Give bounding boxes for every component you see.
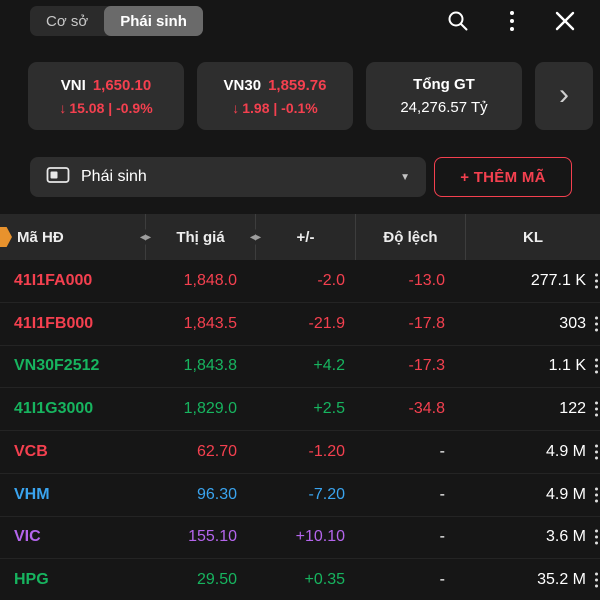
- table-row-41I1G3000[interactable]: 41I1G3000 1,829.0 +2.5 -34.8 122: [0, 388, 600, 431]
- deviation-cell: -: [439, 485, 445, 503]
- down-arrow-icon: ↓: [232, 99, 240, 116]
- price-cell: 62.70: [196, 442, 237, 460]
- row-menu-dots-icon[interactable]: [595, 529, 598, 545]
- topbar-actions: [446, 9, 580, 33]
- more-options-icon[interactable]: [510, 11, 514, 31]
- column-header-price[interactable]: Thị giá: [145, 214, 255, 260]
- dropdown-caret-icon: ▼: [400, 171, 410, 183]
- row-menu-dots-icon[interactable]: [595, 572, 598, 588]
- volume-cell: 303: [559, 314, 586, 332]
- index-card-vni[interactable]: VNI 1,650.10 ↓ 15.08 | -0.9%: [28, 62, 184, 130]
- column-header-symbol[interactable]: Mã HĐ: [0, 214, 145, 260]
- down-arrow-icon: ↓: [59, 99, 67, 116]
- price-cell: 155.10: [188, 528, 237, 546]
- symbol-cell: 41I1FA000: [14, 271, 93, 289]
- price-cell: 1,843.5: [183, 314, 237, 332]
- table-row-41I1FB000[interactable]: 41I1FB000 1,843.5 -21.9 -17.8 303: [0, 303, 600, 346]
- volume-cell: 3.6 M: [545, 528, 586, 546]
- symbol-cell: VHM: [14, 485, 50, 503]
- volume-cell: 4.9 M: [545, 485, 586, 503]
- volume-cell: 122: [559, 400, 586, 418]
- watchlist-toolbar: Phái sinh ▼ + THÊM MÃ: [0, 157, 600, 197]
- row-menu-dots-icon[interactable]: [595, 401, 598, 417]
- price-cell: 1,829.0: [183, 400, 237, 418]
- deviation-cell: -: [439, 528, 445, 546]
- bookmark-icon: [0, 227, 12, 247]
- watchlist-icon: [46, 165, 70, 190]
- close-icon[interactable]: [554, 10, 576, 32]
- symbol-cell: VCB: [14, 442, 48, 460]
- tab-co-so[interactable]: Cơ sở: [30, 6, 104, 36]
- symbol-cell: VIC: [14, 528, 41, 546]
- index-card-vn30[interactable]: VN30 1,859.76 ↓ 1.98 | -0.1%: [197, 62, 353, 130]
- column-resize-icon[interactable]: ◀▶: [248, 229, 261, 245]
- deviation-cell: -13.0: [408, 271, 445, 289]
- symbol-cell: 41I1FB000: [14, 314, 94, 332]
- column-header-change[interactable]: +/-: [255, 214, 355, 260]
- row-menu-dots-icon[interactable]: [595, 358, 598, 374]
- volume-cell: 4.9 M: [545, 442, 586, 460]
- price-cell: 29.50: [196, 571, 237, 589]
- add-symbol-button[interactable]: + THÊM MÃ: [434, 157, 572, 197]
- volume-cell: 1.1 K: [548, 357, 586, 375]
- deviation-cell: -17.8: [408, 314, 445, 332]
- index-value: 1,859.76: [268, 76, 327, 94]
- change-cell: +10.10: [295, 528, 345, 546]
- chevron-right-icon[interactable]: ›: [535, 62, 593, 130]
- price-cell: 96.30: [196, 485, 237, 503]
- quote-table: Mã HĐ Thị giá +/- Độ lệch KL ◀▶ ◀▶ 41I1F…: [0, 214, 600, 600]
- search-icon[interactable]: [446, 9, 470, 33]
- volume-cell: 277.1 K: [530, 271, 586, 289]
- change-cell: -21.9: [308, 314, 345, 332]
- table-row-VCB[interactable]: VCB 62.70 -1.20 - 4.9 M: [0, 431, 600, 474]
- row-menu-dots-icon[interactable]: [595, 273, 598, 289]
- market-tabs: Cơ sở Phái sinh: [30, 6, 203, 36]
- row-menu-dots-icon[interactable]: [595, 444, 598, 460]
- total-value: 24,276.57 Tỷ: [400, 99, 488, 116]
- table-header: Mã HĐ Thị giá +/- Độ lệch KL ◀▶ ◀▶: [0, 214, 600, 260]
- watchlist-selector[interactable]: Phái sinh ▼: [30, 157, 426, 197]
- change-cell: +2.5: [313, 400, 345, 418]
- row-menu-dots-icon[interactable]: [595, 316, 598, 332]
- index-name: VNI: [60, 76, 86, 94]
- column-header-deviation[interactable]: Độ lệch: [355, 214, 465, 260]
- symbol-cell: 41I1G3000: [14, 400, 94, 418]
- symbol-cell: VN30F2512: [14, 357, 100, 375]
- column-resize-icon[interactable]: ◀▶: [138, 229, 151, 245]
- change-cell: -1.20: [308, 442, 345, 460]
- watchlist-label: Phái sinh: [81, 168, 147, 185]
- index-value: 1,650.10: [92, 76, 152, 94]
- change-cell: -2.0: [317, 271, 345, 289]
- index-name: VN30: [223, 76, 262, 94]
- table-row-HPG[interactable]: HPG 29.50 +0.35 - 35.2 M: [0, 559, 600, 600]
- row-menu-dots-icon[interactable]: [595, 487, 598, 503]
- tab-phai-sinh[interactable]: Phái sinh: [104, 6, 203, 36]
- deviation-cell: -17.3: [408, 357, 445, 375]
- index-card-tong-gt[interactable]: Tổng GT 24,276.57 Tỷ: [366, 62, 522, 130]
- index-strip: VNI 1,650.10 ↓ 15.08 | -0.9% VN30 1,859.…: [0, 62, 600, 130]
- table-row-VN30F2512[interactable]: VN30F2512 1,843.8 +4.2 -17.3 1.1 K: [0, 346, 600, 389]
- total-value-label: Tổng GT: [413, 76, 475, 93]
- column-header-volume[interactable]: KL: [465, 214, 600, 260]
- index-change: 15.08 | -0.9%: [69, 99, 153, 116]
- symbol-cell: HPG: [14, 571, 49, 589]
- price-cell: 1,848.0: [183, 271, 237, 289]
- top-bar: Cơ sở Phái sinh: [0, 0, 600, 40]
- volume-cell: 35.2 M: [537, 571, 586, 589]
- deviation-cell: -: [439, 571, 445, 589]
- table-row-VIC[interactable]: VIC 155.10 +10.10 - 3.6 M: [0, 517, 600, 560]
- change-cell: +0.35: [304, 571, 345, 589]
- table-row-VHM[interactable]: VHM 96.30 -7.20 - 4.9 M: [0, 474, 600, 517]
- deviation-cell: -34.8: [408, 400, 445, 418]
- deviation-cell: -: [439, 442, 445, 460]
- table-row-41I1FA000[interactable]: 41I1FA000 1,848.0 -2.0 -13.0 277.1 K: [0, 260, 600, 303]
- index-change: 1.98 | -0.1%: [242, 99, 318, 116]
- table-body: 41I1FA000 1,848.0 -2.0 -13.0 277.1 K 41I…: [0, 260, 600, 600]
- price-cell: 1,843.8: [183, 357, 237, 375]
- change-cell: +4.2: [313, 357, 345, 375]
- change-cell: -7.20: [308, 485, 345, 503]
